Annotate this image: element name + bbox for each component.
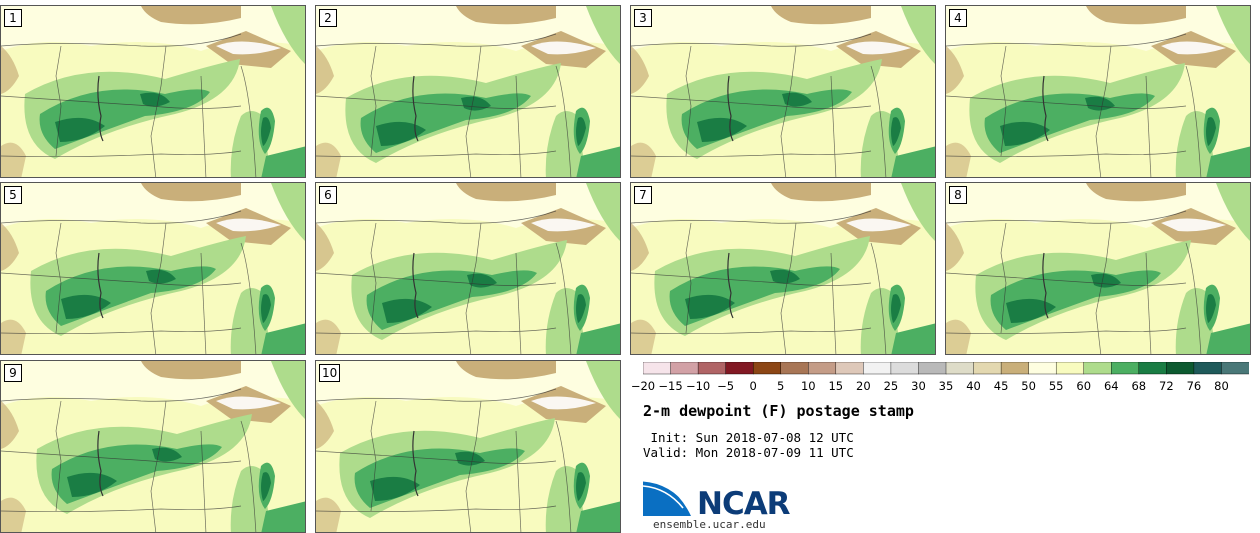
colorbar-swatch — [1166, 362, 1195, 375]
colorbar-tick: −20 — [630, 379, 656, 393]
colorbar-tick: 60 — [1076, 379, 1092, 393]
panel-label: 10 — [319, 364, 341, 382]
dewpoint-map — [631, 6, 935, 177]
map-panel-7: 7 — [630, 182, 936, 355]
colorbar-tick: 50 — [1021, 379, 1036, 393]
colorbar-tick: 72 — [1159, 379, 1174, 393]
colorbar-tick: 45 — [993, 379, 1009, 393]
colorbar-swatch — [1221, 362, 1249, 375]
map-panel-10: 10 — [315, 360, 621, 533]
colorbar-tick: 20 — [856, 379, 871, 393]
map-panel-4: 4 — [945, 5, 1251, 178]
colorbar-swatch — [1193, 362, 1222, 375]
map-panel-6: 6 — [315, 182, 621, 355]
dewpoint-map — [631, 183, 935, 354]
colorbar-swatch — [1111, 362, 1140, 375]
colorbar-tick: 40 — [966, 379, 981, 393]
colorbar-swatch — [1028, 362, 1057, 375]
colorbar-swatch — [725, 362, 754, 375]
dewpoint-map — [946, 6, 1250, 177]
map-panel-8: 8 — [945, 182, 1251, 355]
panel-label: 2 — [319, 9, 337, 27]
colorbar-swatch — [697, 362, 727, 375]
init-time: Init: Sun 2018-07-08 12 UTC — [643, 430, 854, 445]
valid-time: Valid: Mon 2018-07-09 11 UTC — [643, 445, 854, 460]
map-panel-2: 2 — [315, 5, 621, 178]
colorbar-swatch — [918, 362, 947, 375]
colorbar-swatch — [670, 362, 699, 375]
ncar-logo-icon — [643, 476, 691, 516]
colorbar-swatch — [1138, 362, 1167, 375]
colorbar-swatch — [973, 362, 1002, 375]
colorbar-tick: −5 — [717, 379, 735, 393]
ncar-logo-text: NCAR — [697, 486, 791, 522]
colorbar-tick: 55 — [1048, 379, 1064, 393]
colorbar-swatch — [1083, 362, 1112, 375]
panel-label: 1 — [4, 9, 22, 27]
colorbar-swatch — [945, 362, 975, 375]
colorbar-swatch — [808, 362, 837, 375]
colorbar-tick: −15 — [658, 379, 683, 393]
map-panel-1: 1 — [0, 5, 306, 178]
colorbar-tick: 15 — [828, 379, 844, 393]
panel-label: 8 — [949, 186, 967, 204]
colorbar-swatch — [863, 362, 892, 375]
dewpoint-map — [316, 183, 620, 354]
panel-label: 9 — [4, 364, 22, 382]
colorbar-tick: 25 — [883, 379, 899, 393]
colorbar-tick: −10 — [685, 379, 711, 393]
colorbar-tick: 68 — [1131, 379, 1147, 393]
map-panel-9: 9 — [0, 360, 306, 533]
panel-label: 6 — [319, 186, 337, 204]
colorbar-tick: 64 — [1103, 379, 1119, 393]
dewpoint-map — [316, 6, 620, 177]
panel-label: 3 — [634, 9, 652, 27]
map-panel-3: 3 — [630, 5, 936, 178]
colorbar-tick: 5 — [777, 379, 785, 393]
panel-label: 5 — [4, 186, 22, 204]
dewpoint-map — [316, 361, 620, 532]
colorbar-swatch — [1000, 362, 1030, 375]
colorbar-tick: 10 — [800, 379, 816, 393]
figure-title: 2-m dewpoint (F) postage stamp — [643, 402, 914, 420]
colorbar-swatch — [1055, 362, 1085, 375]
colorbar-tick-labels: −20 −15 −10 −5 0 5 10 15 20 25 30 35 40 45 50 55 60 64 68 7… — [630, 379, 1260, 395]
colorbar-swatch — [780, 362, 809, 375]
dewpoint-map — [946, 183, 1250, 354]
dewpoint-map — [1, 361, 305, 532]
dewpoint-map — [1, 183, 305, 354]
dewpoint-map — [1, 6, 305, 177]
colorbar-swatch — [835, 362, 864, 375]
colorbar-swatch — [752, 362, 782, 375]
colorbar-tick: 76 — [1186, 379, 1202, 393]
colorbar-swatch — [643, 362, 672, 375]
colorbar-tick: 80 — [1214, 379, 1229, 393]
site-url: ensemble.ucar.edu — [653, 518, 766, 531]
colorbar-tick: 30 — [911, 379, 926, 393]
colorbar-swatch — [890, 362, 919, 375]
colorbar — [643, 362, 1249, 375]
colorbar-tick: 35 — [938, 379, 954, 393]
panel-label: 4 — [949, 9, 967, 27]
colorbar-tick: 0 — [749, 379, 757, 393]
map-panel-5: 5 — [0, 182, 306, 355]
panel-label: 7 — [634, 186, 652, 204]
